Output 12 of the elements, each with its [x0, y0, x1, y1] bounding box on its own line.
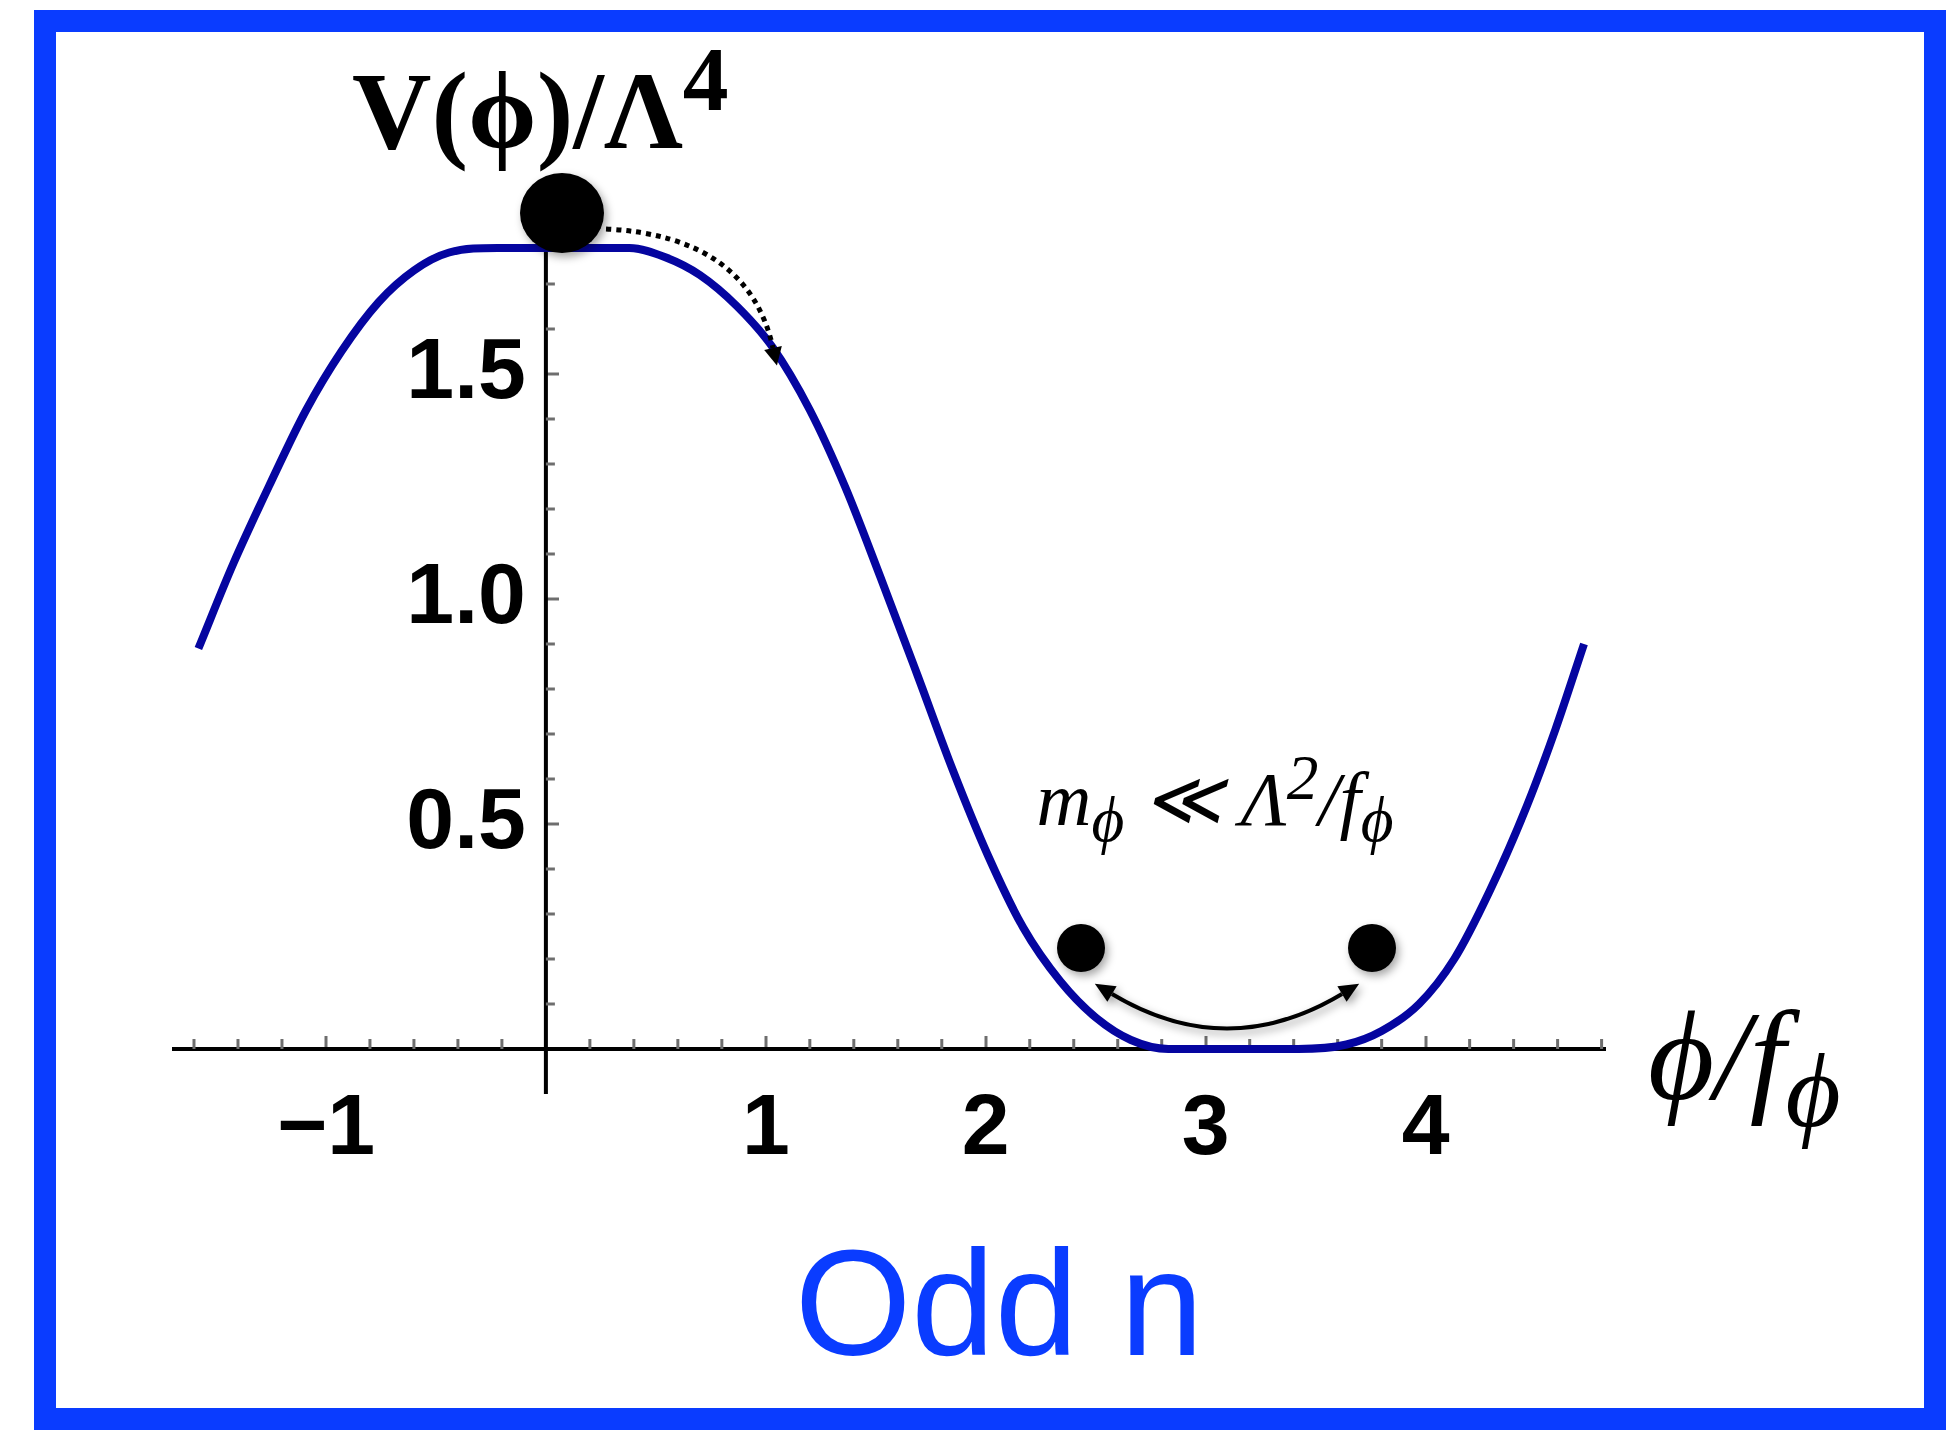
y-axis-title: V(ϕ)/Λ$^{4}$ — [352, 28, 729, 172]
y-tick-label: 1.5 — [406, 319, 526, 416]
y-tick-label: 1.0 — [406, 544, 526, 641]
y-tick-label: 0.5 — [406, 769, 526, 866]
x-tick-label: −1 — [276, 1076, 375, 1173]
x-tick-label: 2 — [961, 1076, 1010, 1173]
x-tick-label: 3 — [1181, 1076, 1230, 1173]
annotation: m$_{ϕ}$ ≪ Λ$^{2}$/f$_{ϕ}$ — [1036, 742, 1394, 857]
x-axis-title: ϕ/f$_{ϕ}$ — [1648, 985, 1841, 1149]
text: Odd n — [794, 1218, 1204, 1387]
x-tick-label: 1 — [741, 1076, 790, 1173]
x-tick-label: 4 — [1401, 1076, 1450, 1173]
